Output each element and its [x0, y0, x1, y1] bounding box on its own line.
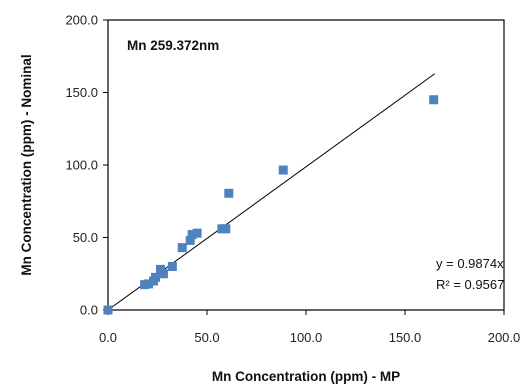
data-point — [192, 228, 202, 238]
data-point — [187, 230, 197, 240]
y-tick-label: 150.0 — [65, 85, 98, 100]
data-point — [177, 243, 187, 253]
y-axis-ticks: 0.0 50.0 100.0 150.0 200.0 — [65, 13, 108, 318]
data-point — [278, 165, 288, 175]
x-tick-label: 150.0 — [389, 330, 422, 345]
data-point — [185, 235, 195, 245]
data-points — [103, 95, 439, 315]
y-tick-label: 200.0 — [65, 13, 98, 28]
r-squared-label: R² = 0.9567 — [436, 277, 504, 292]
y-tick-label: 100.0 — [65, 158, 98, 173]
x-axis-ticks: 0.0 50.0 100.0 150.0 200.0 — [99, 310, 520, 345]
x-tick-label: 200.0 — [488, 330, 521, 345]
data-point — [221, 224, 231, 234]
y-axis-title: Mn Concentration (ppm) - Nominal — [19, 54, 34, 275]
data-point — [144, 279, 154, 289]
data-point — [167, 262, 177, 271]
y-tick-label: 50.0 — [73, 230, 98, 245]
x-axis-title: Mn Concentration (ppm) - MP — [212, 369, 400, 384]
x-tick-label: 50.0 — [194, 330, 219, 345]
x-tick-label: 100.0 — [290, 330, 323, 345]
data-point — [429, 95, 439, 105]
chart-annotation: Mn 259.372nm — [127, 38, 219, 53]
trendline-equation: y = 0.9874x — [436, 256, 504, 271]
data-point — [224, 188, 234, 198]
data-point — [103, 305, 113, 315]
data-point — [158, 269, 168, 279]
data-point — [151, 272, 161, 282]
y-tick-label: 0.0 — [80, 303, 98, 318]
x-tick-label: 0.0 — [99, 330, 117, 345]
